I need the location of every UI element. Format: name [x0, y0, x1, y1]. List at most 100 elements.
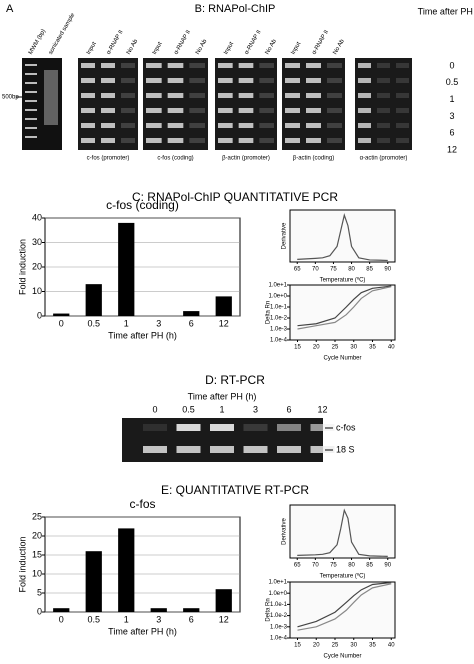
band — [25, 136, 37, 138]
lane-label: Input — [86, 41, 98, 56]
band — [121, 138, 135, 143]
time-label: 0.5 — [182, 404, 195, 414]
band — [25, 73, 37, 75]
band — [101, 123, 115, 128]
band — [146, 108, 162, 113]
y-tick-label: 1.0e+1 — [268, 283, 287, 289]
band-label: c-fos — [336, 422, 356, 432]
band — [218, 138, 233, 143]
band — [243, 446, 268, 453]
x-tick-label: 40 — [388, 643, 395, 649]
y-tick-label: 0 — [37, 606, 42, 616]
y-axis-label: Fold induction — [17, 536, 27, 592]
band — [358, 108, 371, 113]
bar — [53, 313, 70, 316]
x-axis-label: Cycle Number — [323, 654, 361, 660]
y-axis-label: Derivative — [282, 222, 288, 249]
x-tick-label: 1 — [124, 614, 129, 624]
x-tick-label: 80 — [348, 267, 355, 273]
time-label: 0 — [152, 404, 157, 414]
band-label: 18 S — [336, 444, 355, 454]
band — [238, 93, 254, 98]
band — [189, 93, 205, 98]
band — [101, 63, 115, 68]
plot-frame — [289, 284, 396, 341]
y-axis-label: Fold induction — [17, 239, 27, 295]
band — [25, 82, 37, 84]
time-label: 1 — [449, 94, 454, 104]
band — [81, 138, 95, 143]
band — [167, 138, 184, 143]
x-tick-label: 85 — [366, 563, 373, 569]
band — [358, 123, 371, 128]
band — [285, 78, 300, 83]
lane-label: MWM (bp) — [28, 29, 47, 56]
y-tick-label: 1.0e-2 — [270, 613, 288, 619]
y-tick-label: 20 — [32, 530, 42, 540]
x-axis-label: Time after PH (h) — [108, 626, 177, 636]
band — [81, 123, 95, 128]
band — [285, 108, 300, 113]
x-tick-label: 0.5 — [87, 614, 100, 624]
band — [396, 93, 409, 98]
band — [210, 446, 234, 453]
time-label: 6 — [449, 128, 454, 138]
x-tick-label: 75 — [330, 563, 337, 569]
chart-title: c-fos (coding) — [106, 198, 179, 212]
gel — [143, 58, 208, 150]
gel — [78, 58, 138, 150]
band — [101, 78, 115, 83]
band — [306, 108, 321, 113]
band — [259, 108, 274, 113]
y-tick-label: 15 — [32, 549, 42, 559]
x-tick-label: 25 — [332, 643, 339, 649]
band — [396, 138, 409, 143]
lane-label: α-RNAP II — [311, 29, 330, 56]
bar — [215, 296, 232, 316]
gel-caption: α-actin (promoter) — [360, 156, 408, 162]
band — [218, 63, 233, 68]
x-tick-label: 15 — [294, 345, 301, 351]
y-tick-label: 1.0e+0 — [268, 591, 287, 597]
band — [146, 78, 162, 83]
band — [259, 138, 274, 143]
line-series — [297, 583, 392, 631]
y-tick-label: 1.0e-1 — [270, 305, 288, 311]
band — [358, 93, 371, 98]
band — [210, 424, 234, 431]
x-tick-label: 15 — [294, 643, 301, 649]
x-tick-label: 70 — [312, 563, 319, 569]
x-tick-label: 35 — [369, 643, 376, 649]
x-tick-label: 25 — [332, 345, 339, 351]
smear — [44, 70, 58, 125]
band — [277, 424, 301, 431]
band — [81, 93, 95, 98]
x-tick-label: 30 — [350, 643, 357, 649]
band — [238, 123, 254, 128]
band — [189, 123, 205, 128]
band — [358, 63, 371, 68]
bar — [150, 608, 167, 612]
y-tick-label: 1.0e+1 — [268, 580, 287, 586]
bar — [85, 284, 102, 316]
time-label: 12 — [447, 144, 457, 154]
time-label: 1 — [219, 404, 224, 414]
band — [277, 446, 301, 453]
time-label: 0 — [449, 60, 454, 70]
y-tick-label: 30 — [32, 237, 42, 247]
band — [327, 138, 342, 143]
y-axis-label: Derivative — [282, 518, 288, 545]
bar — [183, 311, 200, 316]
band — [143, 424, 167, 431]
band — [25, 64, 37, 66]
x-tick-label: 3 — [156, 318, 161, 328]
y-tick-label: 0 — [37, 310, 42, 320]
time-label: 0.5 — [446, 77, 459, 87]
panel-title: B: RNAPol-ChIP — [195, 3, 276, 15]
band — [218, 78, 233, 83]
gel — [355, 58, 412, 150]
time-label: 3 — [253, 404, 258, 414]
band — [310, 446, 335, 453]
band — [81, 78, 95, 83]
time-label: 6 — [286, 404, 291, 414]
